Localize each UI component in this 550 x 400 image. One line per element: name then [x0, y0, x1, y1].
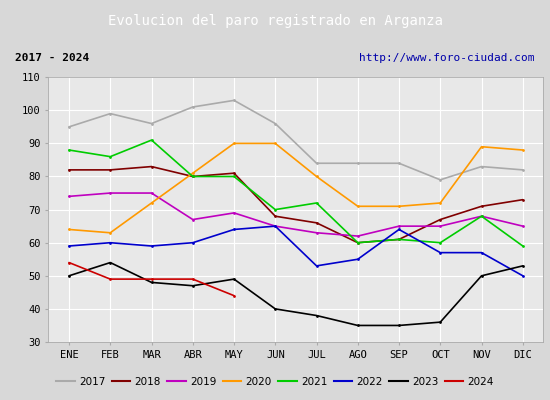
- Text: 2017 - 2024: 2017 - 2024: [15, 54, 90, 64]
- Text: http://www.foro-ciudad.com: http://www.foro-ciudad.com: [359, 54, 535, 64]
- Text: Evolucion del paro registrado en Arganza: Evolucion del paro registrado en Arganza: [107, 14, 443, 28]
- Legend: 2017, 2018, 2019, 2020, 2021, 2022, 2023, 2024: 2017, 2018, 2019, 2020, 2021, 2022, 2023…: [56, 377, 494, 386]
